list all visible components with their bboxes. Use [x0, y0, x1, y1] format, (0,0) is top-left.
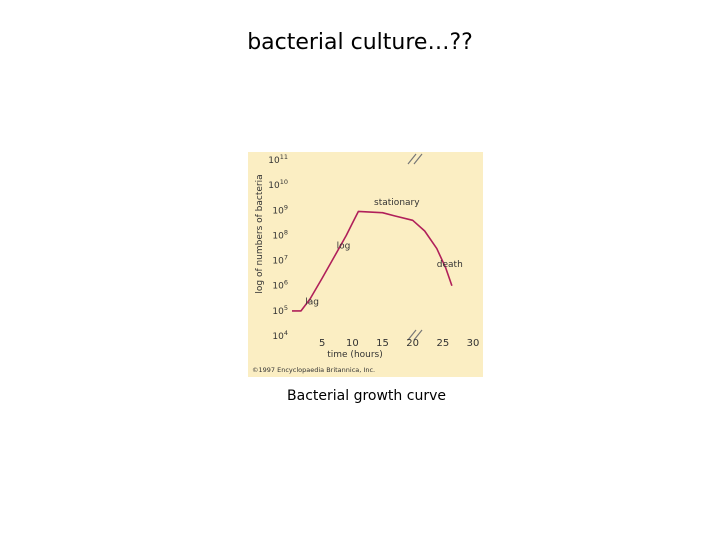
- x-tick-label: 20: [406, 338, 419, 349]
- x-axis-label: time (hours): [327, 350, 383, 360]
- y-tick-label: 104: [272, 329, 288, 342]
- x-tick-label: 30: [467, 338, 480, 349]
- x-tick-label: 5: [319, 338, 325, 349]
- y-tick-label: 105: [272, 304, 288, 317]
- x-tick-label: 10: [346, 338, 359, 349]
- y-tick-label: 106: [272, 279, 288, 292]
- phase-label: death: [437, 260, 463, 270]
- figure-caption: Bacterial growth curve: [287, 388, 446, 404]
- y-axis-label: log of numbers of bacteria: [255, 174, 265, 293]
- phase-label: stationary: [374, 198, 420, 208]
- x-tick-label: 25: [436, 338, 449, 349]
- y-tick-label: 108: [272, 228, 288, 241]
- growth-curve-line: [292, 210, 453, 312]
- y-tick-label: 1011: [268, 153, 288, 166]
- phase-label: log: [337, 242, 351, 252]
- slide-title: bacterial culture…??: [247, 30, 473, 55]
- x-tick-label: 15: [376, 338, 389, 349]
- growth-curve-chart: log of numbers of bacteria time (hours) …: [252, 153, 480, 374]
- copyright-note: ©1997 Encyclopaedia Britannica, Inc.: [252, 366, 375, 374]
- phase-label: lag: [305, 297, 319, 307]
- y-tick-label: 109: [272, 203, 288, 216]
- y-tick-label: 1010: [268, 178, 288, 191]
- y-tick-label: 107: [272, 254, 288, 267]
- growth-curve-figure: log of numbers of bacteria time (hours) …: [248, 152, 483, 377]
- axis-breaks: [407, 153, 423, 341]
